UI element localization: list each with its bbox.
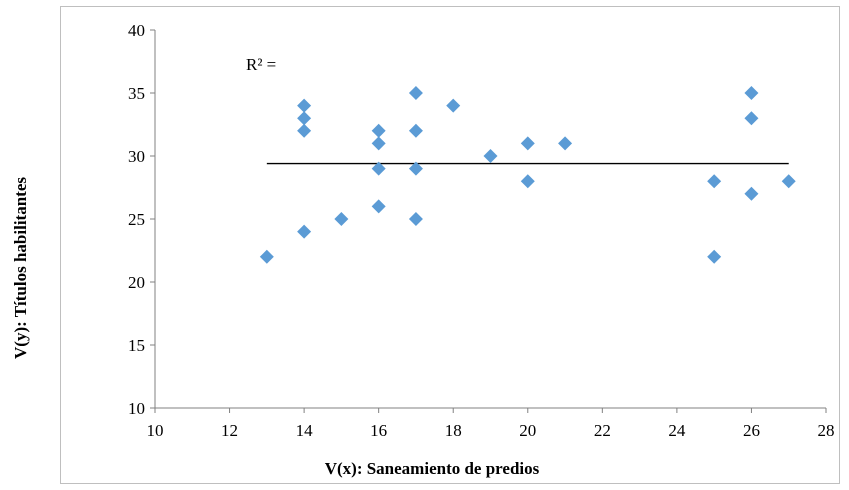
y-axis-title: V(y): Títulos habilitantes <box>11 177 30 359</box>
data-point <box>744 86 759 100</box>
y-tick-label: 25 <box>128 210 145 229</box>
x-tick-label: 20 <box>519 421 536 440</box>
data-point <box>558 136 573 151</box>
data-point <box>297 123 312 138</box>
data-point <box>371 161 386 176</box>
x-tick-label: 12 <box>221 421 238 440</box>
y-tick-label: 20 <box>128 273 145 292</box>
y-tick-label: 10 <box>128 399 145 418</box>
data-point <box>297 98 312 113</box>
data-point <box>408 86 423 100</box>
chart-frame <box>60 6 840 484</box>
x-tick-label: 26 <box>743 421 760 440</box>
data-point <box>408 212 423 226</box>
y-tick-label: 40 <box>128 21 145 40</box>
x-tick-label: 14 <box>296 421 314 440</box>
x-tick-label: 22 <box>594 421 611 440</box>
data-point <box>408 161 423 176</box>
data-point <box>744 186 759 201</box>
x-axis-title: V(x): Saneamiento de predios <box>325 459 540 478</box>
x-tick-label: 10 <box>147 421 164 440</box>
axes <box>150 29 827 413</box>
x-tick-label: 16 <box>370 421 387 440</box>
data-point <box>744 111 759 126</box>
data-point <box>520 136 535 151</box>
x-tick-label: 18 <box>445 421 462 440</box>
data-point <box>297 224 312 239</box>
x-tick-label: 24 <box>668 421 686 440</box>
data-point <box>483 149 498 163</box>
r-squared-annotation: R² = <box>246 55 276 74</box>
y-tick-label: 15 <box>128 336 145 355</box>
tick-labels: 10 12 14 16 18 20 22 24 26 28 10 15 20 25 30 35 40 <box>128 21 835 440</box>
y-tick-label: 35 <box>128 84 145 103</box>
data-point <box>707 174 722 189</box>
data-points <box>259 86 796 264</box>
data-point <box>297 111 312 126</box>
data-point <box>371 199 386 214</box>
data-point <box>371 136 386 151</box>
data-point <box>371 123 386 138</box>
data-point <box>408 123 423 138</box>
y-tick-label: 30 <box>128 147 145 166</box>
data-point <box>334 212 349 226</box>
data-point <box>520 174 535 189</box>
data-point <box>707 249 722 264</box>
data-point <box>446 98 461 113</box>
x-tick-label: 28 <box>818 421 835 440</box>
data-point <box>781 174 796 189</box>
data-point <box>259 249 274 264</box>
